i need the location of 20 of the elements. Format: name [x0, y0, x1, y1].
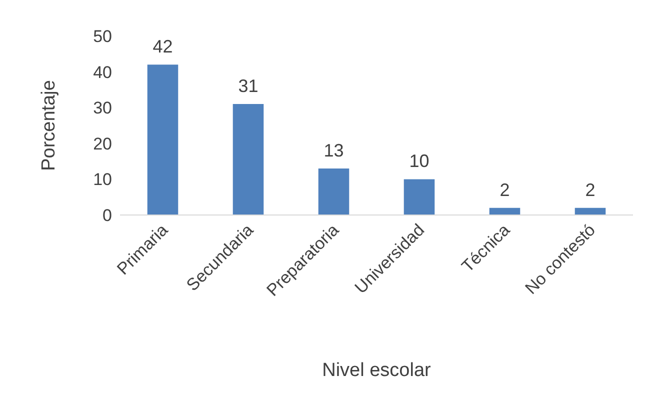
y-tick-label: 10 — [93, 170, 112, 190]
y-axis-title: Porcentaje — [38, 80, 60, 171]
data-label: 2 — [585, 180, 596, 200]
x-axis-title: Nivel escolar — [322, 360, 432, 381]
data-label: 10 — [409, 151, 430, 172]
data-label: 31 — [238, 76, 258, 96]
y-tick-label: 50 — [93, 27, 112, 46]
data-label: 2 — [500, 180, 510, 200]
y-tick-label: 20 — [93, 134, 112, 154]
bar — [489, 208, 520, 215]
bar — [404, 179, 435, 215]
y-tick-label: 0 — [102, 206, 112, 226]
bar — [147, 64, 178, 215]
y-tick-label: 40 — [93, 62, 112, 82]
data-label: 42 — [152, 36, 173, 57]
bar — [232, 104, 264, 215]
data-label: 13 — [324, 140, 344, 160]
bar — [318, 168, 350, 215]
bar — [574, 208, 606, 215]
y-tick-label: 30 — [93, 98, 112, 118]
